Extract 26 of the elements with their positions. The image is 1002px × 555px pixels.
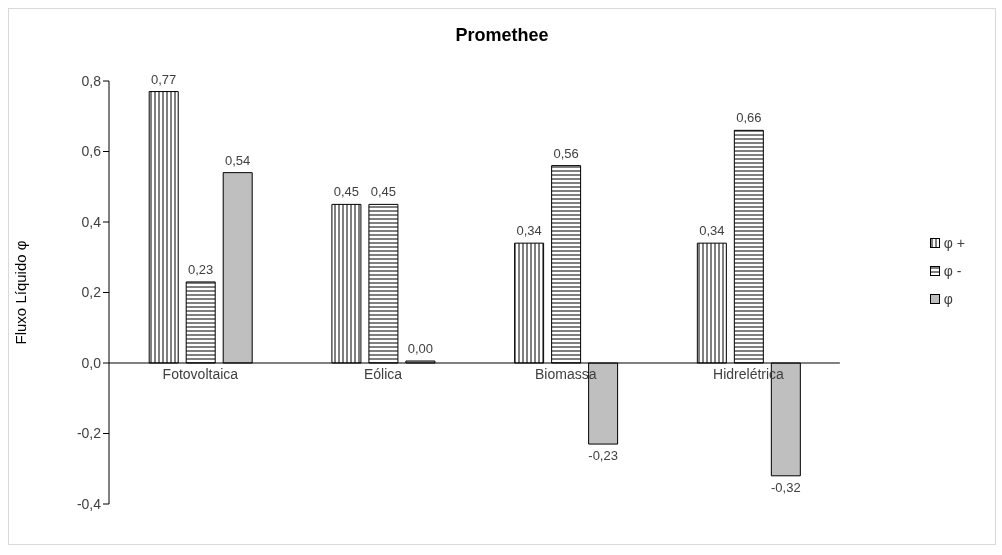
data-label: 0,45 [370, 184, 397, 200]
y-tick-label: -0,2 [76, 425, 102, 442]
data-label: 0,34 [699, 223, 725, 239]
x-tick-label: Fotovoltaica [162, 366, 239, 382]
y-tick-label: 0,8 [81, 72, 102, 89]
x-tick-label: Eólica [364, 366, 403, 382]
data-label: 0,54 [225, 152, 251, 168]
data-label: 0,66 [736, 110, 762, 126]
data-label: 0,23 [188, 261, 214, 277]
legend-label: φ - [943, 262, 962, 279]
y-tick-label: 0,2 [81, 284, 102, 301]
data-label: -0,32 [771, 479, 801, 495]
data-label: 0,45 [333, 184, 360, 200]
chart-title: Promethee [454, 25, 550, 46]
y-axis-title: Fluxo Líquido φ [12, 240, 30, 345]
data-label: 0,77 [151, 71, 177, 87]
y-tick-label: 0,0 [81, 354, 102, 371]
data-label: 0,56 [553, 145, 579, 161]
data-label: 0,34 [516, 223, 542, 239]
y-tick-label: 0,6 [81, 143, 102, 160]
y-tick-label: -0,4 [76, 495, 102, 512]
legend-label: φ + [943, 234, 965, 251]
data-label: -0,23 [588, 448, 618, 464]
y-tick-label: 0,4 [81, 213, 102, 230]
legend-label: φ [943, 290, 953, 307]
data-label: 0,00 [407, 341, 434, 356]
